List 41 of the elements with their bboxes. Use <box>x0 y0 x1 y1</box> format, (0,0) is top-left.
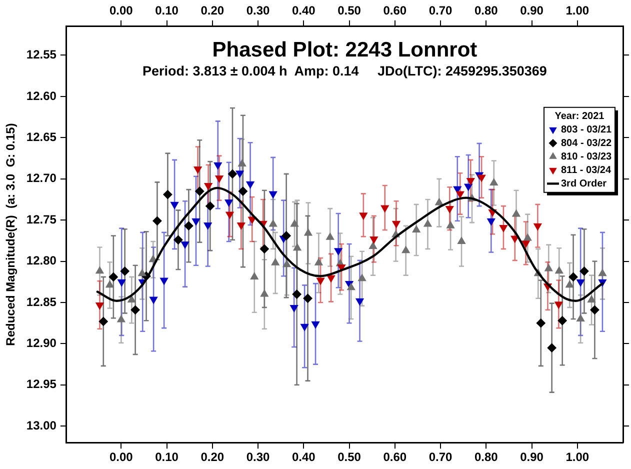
x2-tick-label: 0.20 <box>200 4 224 18</box>
x2-tick-label: 0.60 <box>383 4 407 18</box>
x2-tick-label: 0.30 <box>246 4 270 18</box>
text: Period: 3.813 ± 0.004 h Amp: 0.14 JDo(LTC): 2459295.350369 <box>142 63 547 78</box>
x2-tick-label: 0.00 <box>109 4 134 18</box>
x-tick-label: 0.40 <box>292 450 316 464</box>
legend-label: 810 - 03/23 <box>561 151 612 162</box>
x-tick-label: 0.00 <box>109 450 134 464</box>
legend-label: 3rd Order <box>561 178 607 190</box>
x-tick-label: 0.30 <box>246 450 270 464</box>
x-tick-label: 0.60 <box>383 450 407 464</box>
legend-label: 804 - 03/22 <box>561 138 612 149</box>
x2-tick-label: 0.80 <box>474 4 498 18</box>
text: Phased Plot: 2243 Lonnrot <box>212 38 478 62</box>
x-tick-label: 0.80 <box>474 450 498 464</box>
y-tick-label: 12.55 <box>26 48 57 62</box>
y-tick-label: 12.75 <box>26 212 57 226</box>
x-tick-label: 0.70 <box>428 450 453 464</box>
legend-label: 811 - 03/24 <box>561 164 612 176</box>
x-tick-label: 1.00 <box>566 450 590 464</box>
y-tick-label: 12.95 <box>26 377 57 392</box>
x2-tick-label: 0.40 <box>292 4 316 18</box>
y-tick-label: 12.70 <box>26 171 57 186</box>
x2-tick-label: 1.00 <box>566 4 590 18</box>
x2-tick-label: 0.10 <box>155 4 179 18</box>
legend-title: Year: 2021 <box>554 110 605 122</box>
x-tick-label: 0.50 <box>338 450 362 464</box>
x2-tick-label: 0.50 <box>338 4 362 18</box>
y-tick-label: 12.85 <box>26 294 57 309</box>
y-tick-label: 12.60 <box>26 88 57 103</box>
x-tick-label: 0.10 <box>155 450 179 464</box>
y-axis-title: Reduced Magnitude(R) (a: 3.0 G: 0.15) <box>4 123 18 346</box>
y-tick-label: 13.00 <box>26 418 57 432</box>
y-tick-label: 12.80 <box>26 254 57 268</box>
legend-label: 803 - 03/21 <box>561 124 612 136</box>
y-tick-label: 12.65 <box>26 130 57 144</box>
x2-tick-label: 0.90 <box>520 4 544 18</box>
y-tick-label: 12.90 <box>26 336 57 350</box>
x2-tick-label: 0.70 <box>428 4 453 18</box>
x-tick-label: 0.20 <box>200 450 224 464</box>
x-tick-label: 0.90 <box>520 450 544 464</box>
